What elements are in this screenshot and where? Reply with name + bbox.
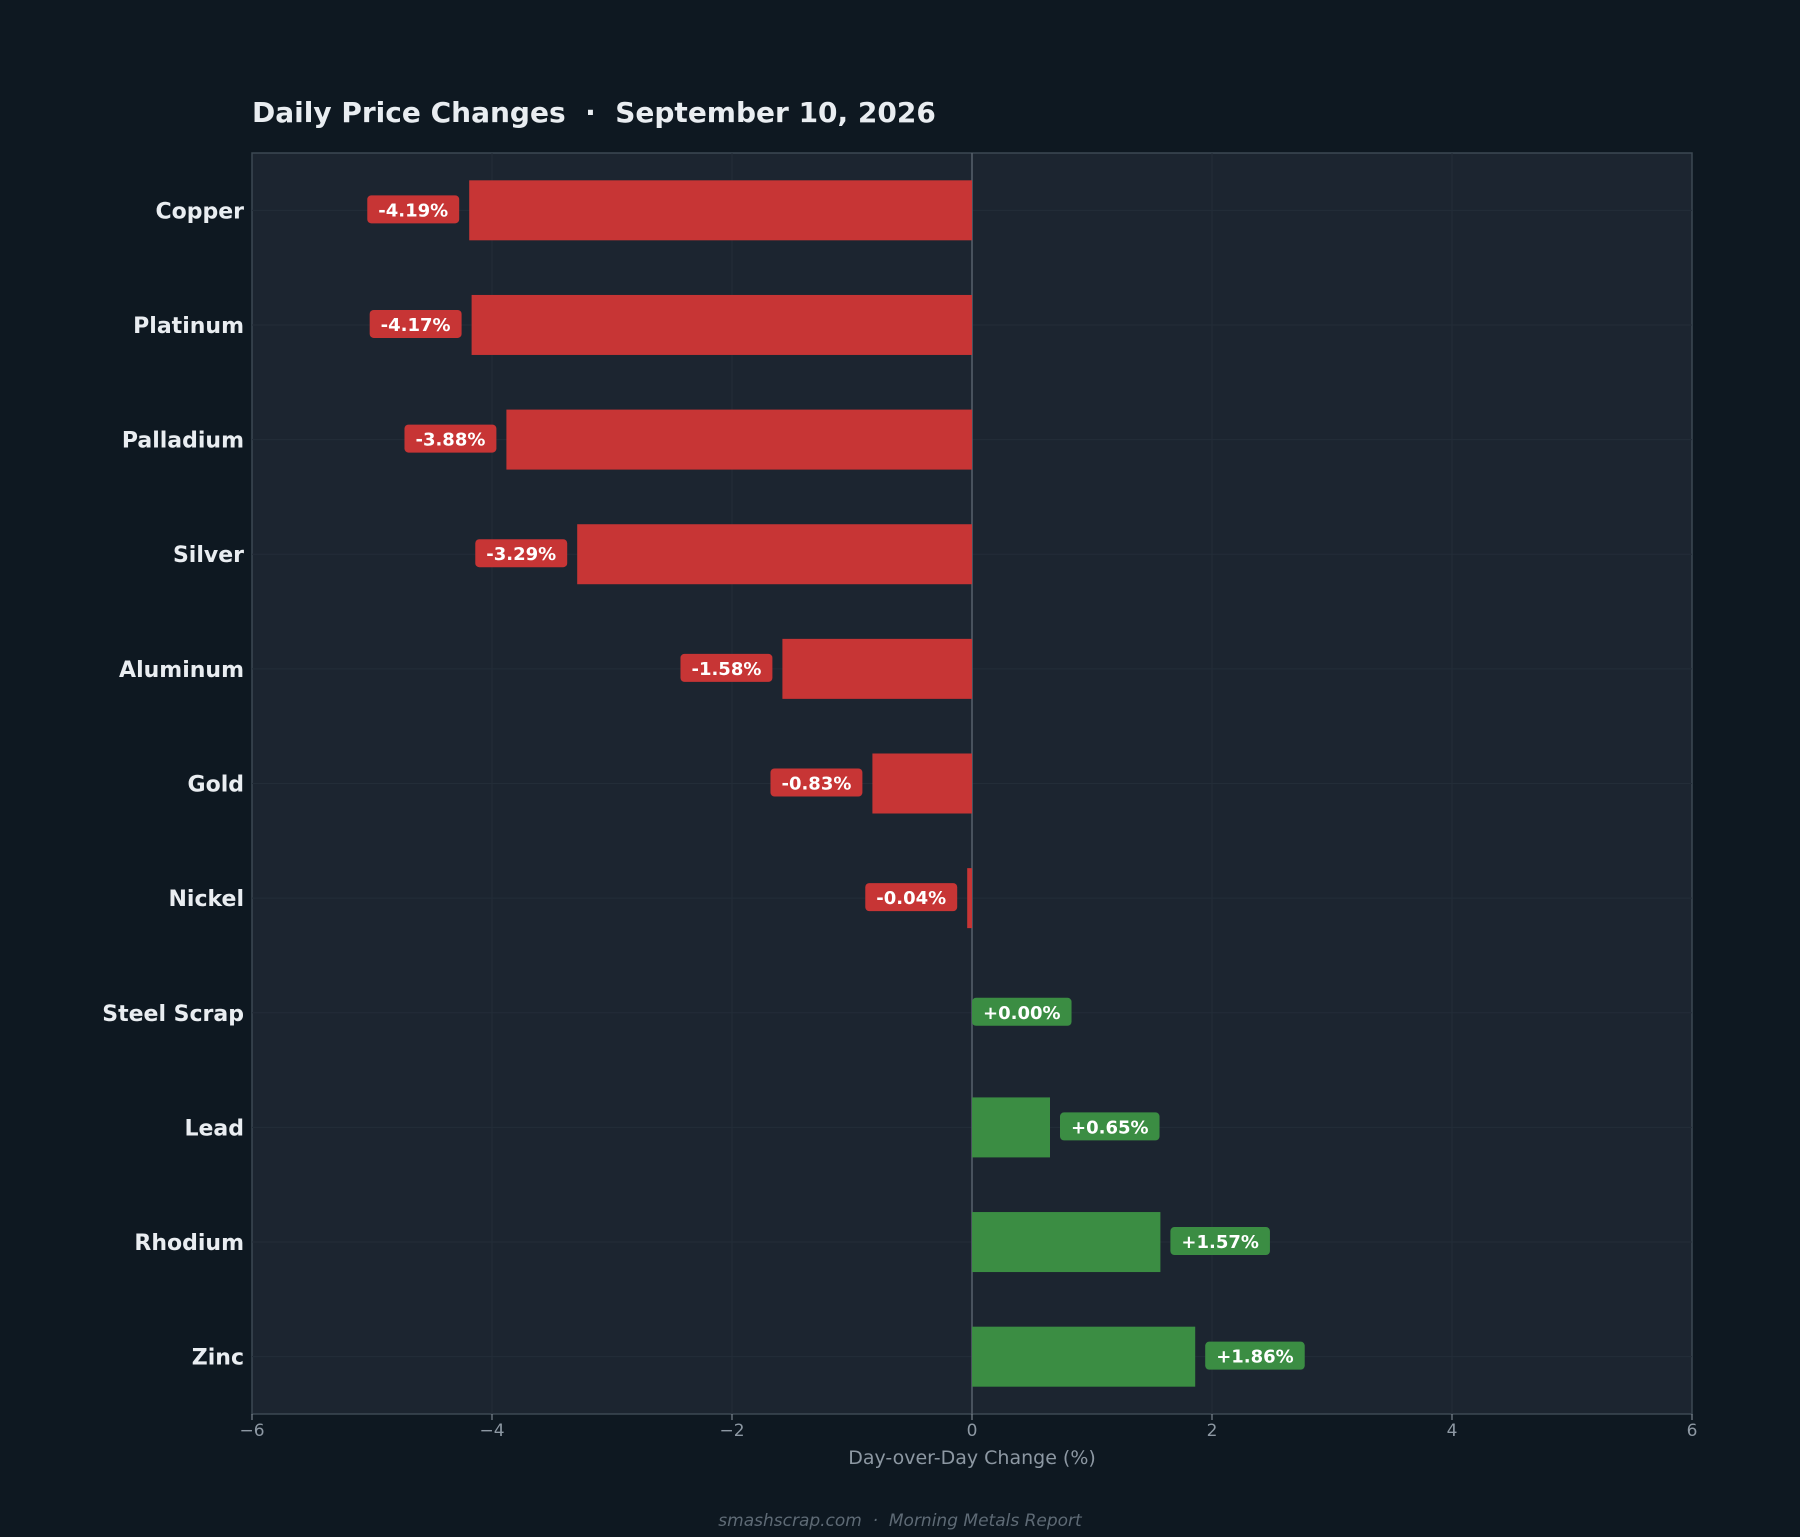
bar-copper bbox=[469, 180, 972, 241]
category-labels: Copper Platinum Palladium Silver Aluminum Gol… bbox=[102, 199, 244, 1370]
data-label: -1.58% bbox=[691, 659, 761, 680]
bars: -4.19% -4.17% -3.88% -3.29% -1.58% -0.83% -0.0… bbox=[367, 180, 1305, 1387]
category-label: Lead bbox=[184, 1116, 244, 1141]
data-label: -4.19% bbox=[378, 200, 448, 221]
x-tick-label: 0 bbox=[967, 1421, 978, 1441]
x-tick-label: −2 bbox=[719, 1421, 744, 1441]
bar-silver bbox=[577, 524, 972, 585]
data-label: +0.00% bbox=[983, 1003, 1061, 1024]
data-label-badge bbox=[1060, 1112, 1160, 1141]
x-tick-label: 4 bbox=[1447, 1421, 1458, 1441]
data-label-badge bbox=[475, 539, 568, 568]
data-label-badge bbox=[680, 653, 773, 682]
category-label: Gold bbox=[188, 773, 244, 798]
bar-gold bbox=[872, 753, 972, 814]
bar-zinc bbox=[972, 1326, 1196, 1387]
x-tick-label: −4 bbox=[479, 1421, 504, 1441]
category-label: Platinum bbox=[133, 314, 244, 339]
bar-lead bbox=[972, 1097, 1050, 1158]
data-label-badge bbox=[404, 424, 497, 453]
category-label: Nickel bbox=[169, 887, 245, 912]
category-label: Aluminum bbox=[119, 658, 244, 683]
data-label: +1.86% bbox=[1216, 1347, 1294, 1368]
data-label: +0.65% bbox=[1071, 1117, 1149, 1138]
data-label: -0.04% bbox=[876, 888, 946, 909]
x-axis-label: Day-over-Day Change (%) bbox=[848, 1447, 1096, 1469]
bar-rhodium bbox=[972, 1212, 1161, 1273]
data-label-badge bbox=[369, 309, 462, 338]
data-label-badge bbox=[367, 195, 460, 224]
footer-credit: smashscrap.com · Morning Metals Report bbox=[718, 1511, 1083, 1531]
data-label-badge bbox=[1170, 1227, 1270, 1256]
x-tick-label: 6 bbox=[1687, 1421, 1698, 1441]
category-label: Copper bbox=[155, 199, 244, 224]
x-tick-label: −6 bbox=[239, 1421, 264, 1441]
chart-title: Daily Price Changes · September 10, 2026 bbox=[252, 96, 936, 129]
data-label: -4.17% bbox=[381, 315, 451, 336]
category-label: Silver bbox=[173, 543, 244, 568]
data-label-badge bbox=[1205, 1341, 1305, 1370]
data-label-badge bbox=[972, 997, 1072, 1026]
data-label: -3.29% bbox=[486, 544, 556, 565]
data-label-badge bbox=[865, 883, 958, 912]
category-label: Zinc bbox=[192, 1346, 244, 1371]
category-label: Steel Scrap bbox=[102, 1002, 244, 1027]
data-label: -3.88% bbox=[415, 430, 485, 451]
data-label-badge bbox=[770, 768, 863, 797]
bar-nickel bbox=[967, 868, 972, 929]
data-label: -0.83% bbox=[781, 774, 851, 795]
bar-palladium bbox=[506, 409, 972, 470]
bar-aluminum bbox=[782, 638, 972, 699]
bar-platinum bbox=[471, 294, 972, 355]
x-tick-label: 2 bbox=[1207, 1421, 1218, 1441]
x-axis-ticks: −6 −4 −2 0 2 4 6 bbox=[239, 1414, 1697, 1441]
category-label: Rhodium bbox=[134, 1231, 244, 1256]
data-label: +1.57% bbox=[1181, 1232, 1259, 1253]
category-label: Palladium bbox=[122, 429, 244, 454]
